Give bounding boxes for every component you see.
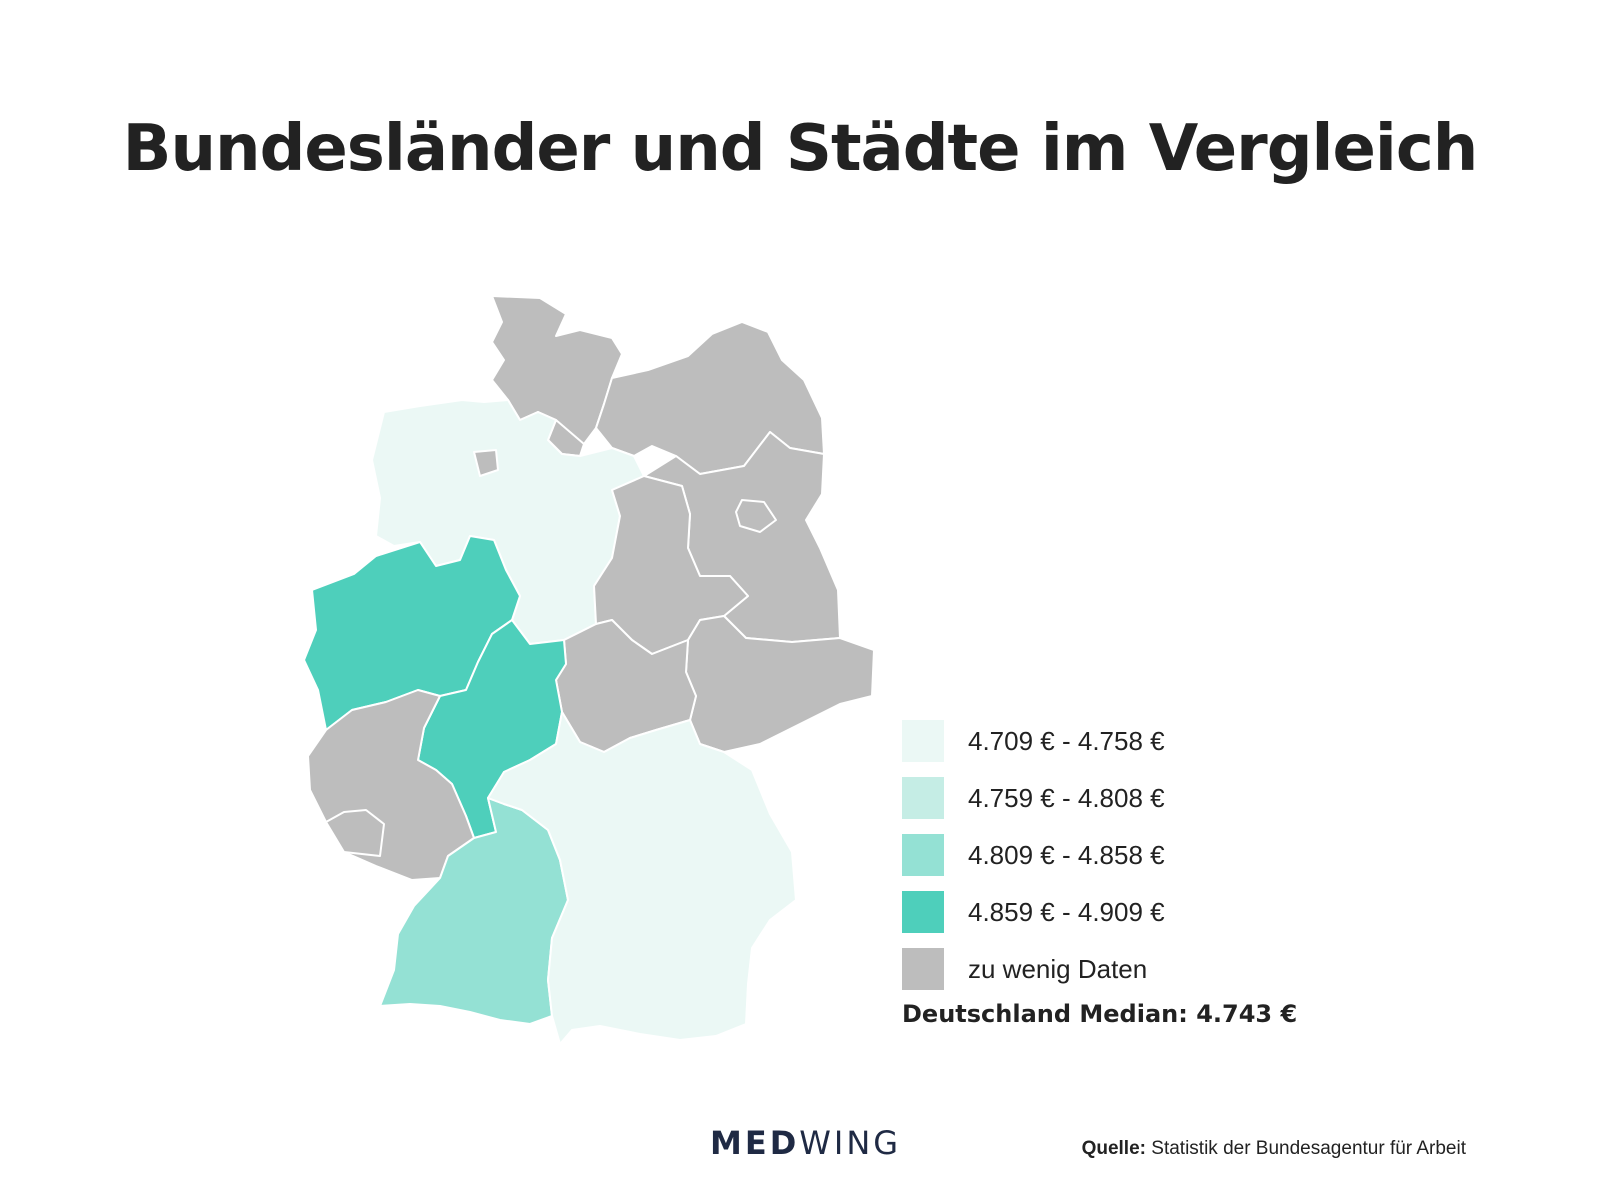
legend-label: 4.759 € - 4.808 €: [968, 783, 1165, 813]
region-berlin: [735, 499, 777, 533]
medwing-logo: MEDWING: [710, 1124, 901, 1162]
logo-part-bold: MED: [710, 1124, 800, 1162]
median-text: Deutschland Median: 4.743 €: [902, 1000, 1298, 1028]
legend-label: 4.859 € - 4.909 €: [968, 897, 1165, 927]
legend: 4.709 € - 4.758 € 4.759 € - 4.808 € 4.80…: [902, 720, 1322, 990]
page-title: Bundesländer und Städte im Vergleich: [122, 112, 1479, 186]
source-label: Quelle:: [1081, 1138, 1146, 1159]
legend-swatch: [902, 834, 944, 876]
region-saarland: [325, 809, 385, 857]
legend-label: 4.709 € - 4.758 €: [968, 726, 1165, 756]
source-text: Statistik der Bundesagentur für Arbeit: [1151, 1138, 1466, 1159]
legend-label: zu wenig Daten: [968, 954, 1148, 984]
legend-item: 4.709 € - 4.758 €: [902, 720, 1322, 762]
legend-swatch: [902, 720, 944, 762]
legend-item: 4.759 € - 4.808 €: [902, 777, 1322, 819]
legend-item: 4.859 € - 4.909 €: [902, 891, 1322, 933]
legend-label: 4.809 € - 4.858 €: [968, 840, 1165, 870]
region-bremen: [473, 449, 499, 477]
legend-swatch: [902, 891, 944, 933]
source-note: Quelle: Statistik der Bundesagentur für …: [1082, 1138, 1466, 1160]
logo-part-light: WING: [799, 1124, 902, 1162]
legend-swatch: [902, 777, 944, 819]
region-bayern: [487, 711, 797, 1045]
legend-swatch: [902, 948, 944, 990]
legend-item: zu wenig Daten: [902, 948, 1322, 990]
legend-item: 4.809 € - 4.858 €: [902, 834, 1322, 876]
